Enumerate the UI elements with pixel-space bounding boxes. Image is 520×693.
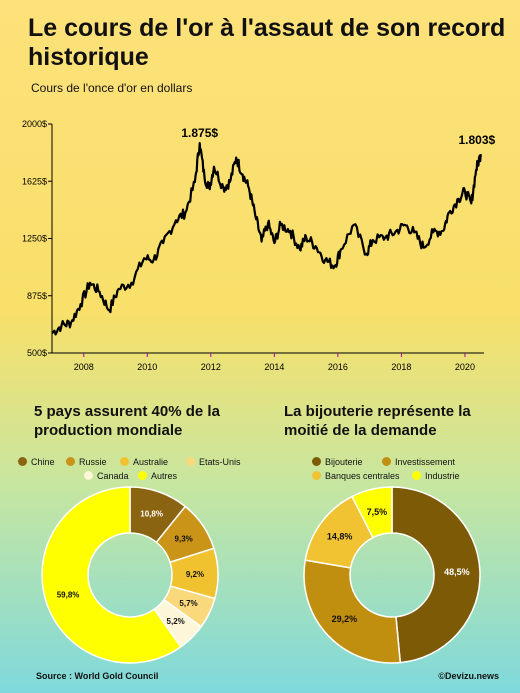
subtitle: Cours de l'once d'or en dollars xyxy=(31,81,193,95)
legend-label: Canada xyxy=(97,471,129,481)
legend-item: Bijouterie xyxy=(312,457,363,467)
legend-swatch xyxy=(312,457,321,466)
legend-swatch xyxy=(66,457,75,466)
demand-donut-chart: 48,5% 29,2% 14,8% 7,5% xyxy=(303,486,481,664)
legend-swatch xyxy=(84,471,93,480)
y-tick-label: 1250$ xyxy=(22,234,47,244)
y-tick-label: 875$ xyxy=(27,291,47,301)
legend-label: Banques centrales xyxy=(325,471,400,481)
legend-swatch xyxy=(382,457,391,466)
legend-swatch xyxy=(412,471,421,480)
x-tick-label: 2016 xyxy=(328,362,348,372)
main-title: Le cours de l'or à l'assaut de son recor… xyxy=(28,14,506,71)
legend-item: Russie xyxy=(66,457,107,467)
legend-label: Etats-Unis xyxy=(199,457,241,467)
legend-swatch xyxy=(138,471,147,480)
legend-item: Chine xyxy=(18,457,55,467)
y-tick-label: 500$ xyxy=(27,348,47,358)
legend-swatch xyxy=(18,457,27,466)
production-heading: 5 pays assurent 40% de la production mon… xyxy=(34,403,220,439)
demand-heading: La bijouterie représente la moitié de la… xyxy=(284,403,471,439)
legend-label: Bijouterie xyxy=(325,457,363,467)
gold-price-line-chart: 2000$ 1625$ 1250$ 875$ 500$ 2008 2010 2012 2014… xyxy=(22,119,496,372)
legend-item: Investissement xyxy=(382,457,455,467)
donut-value-label: 29,2% xyxy=(332,614,358,624)
legend-label: Industrie xyxy=(425,471,460,481)
legend-label: Autres xyxy=(151,471,178,481)
donut-value-label: 48,5% xyxy=(444,567,470,577)
donut-value-label: 59,8% xyxy=(57,591,80,600)
source-note: Source : World Gold Council xyxy=(36,671,159,681)
legend-label: Russie xyxy=(79,457,107,467)
donut-value-label: 5,2% xyxy=(167,617,185,626)
x-tick-label: 2014 xyxy=(264,362,284,372)
brand-credit: ©Devizu.news xyxy=(438,671,499,681)
x-tick-label: 2020 xyxy=(455,362,475,372)
legend-label: Chine xyxy=(31,457,55,467)
donut-slice-autres xyxy=(41,486,182,664)
legend-item: Australie xyxy=(120,457,168,467)
donut-slice-industrie xyxy=(351,486,393,539)
donut-value-label: 5,7% xyxy=(179,599,197,608)
x-tick-label: 2008 xyxy=(74,362,94,372)
price-series-line xyxy=(51,142,482,336)
legend-label: Australie xyxy=(133,457,169,467)
legend-swatch xyxy=(312,471,321,480)
donut-value-label: 14,8% xyxy=(327,531,353,541)
x-tick-label: 2010 xyxy=(137,362,157,372)
legend-swatch xyxy=(186,457,195,466)
y-tick-label: 2000$ xyxy=(22,119,47,129)
donut-value-label: 9,3% xyxy=(175,534,193,543)
donut-value-label: 7,5% xyxy=(367,507,388,517)
x-tick-label: 2018 xyxy=(391,362,411,372)
last-annotation: 1.803$ xyxy=(458,133,495,147)
donut-slice-bijouterie xyxy=(391,486,481,664)
donut-value-label: 10,8% xyxy=(140,510,163,519)
x-tick-label: 2012 xyxy=(201,362,221,372)
legend-item: Canada xyxy=(84,471,129,481)
legend-label: Investissement xyxy=(395,457,456,467)
peak-annotation: 1.875$ xyxy=(181,126,218,140)
y-tick-label: 1625$ xyxy=(22,176,47,186)
legend-swatch xyxy=(120,457,129,466)
legend-item: Autres xyxy=(138,471,177,481)
demand-legend: Bijouterie Investissement Banques centrale… xyxy=(306,457,506,487)
production-legend: Chine Russie Australie Etats-Unis Canada Autr… xyxy=(18,457,258,487)
legend-item: Banques centrales xyxy=(312,471,400,481)
legend-item: Etats-Unis xyxy=(186,457,241,467)
donut-slice-investissement xyxy=(303,559,402,664)
donut-value-label: 9,2% xyxy=(186,570,204,579)
production-donut-chart: 10,8% 9,3% 9,2% 5,7% 5,2% 59,8% xyxy=(41,486,219,664)
legend-item: Industrie xyxy=(412,471,460,481)
